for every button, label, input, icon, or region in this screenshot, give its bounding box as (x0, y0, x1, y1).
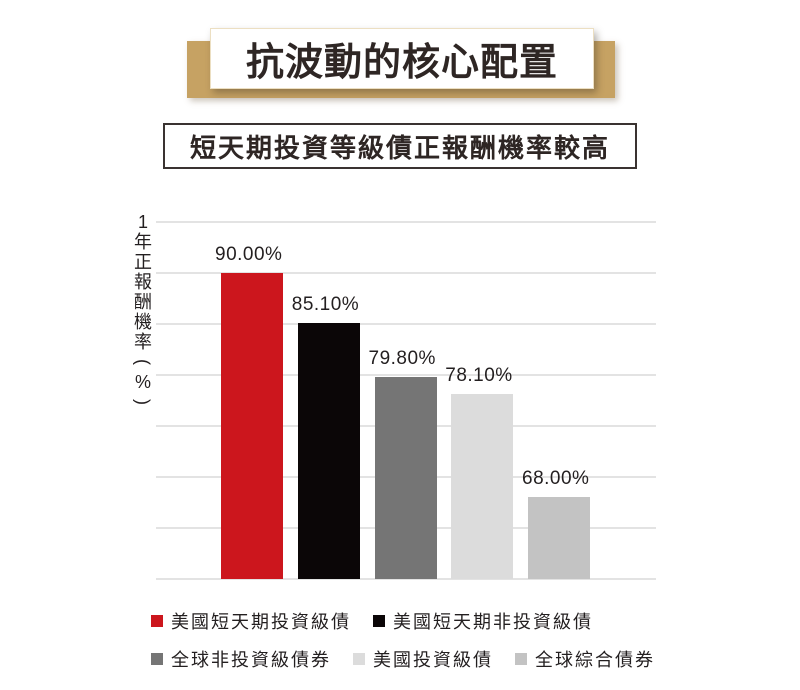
legend-label: 美國短天期非投資級債 (393, 612, 593, 632)
y-axis-title-char: % (134, 372, 151, 392)
y-axis-title: 1 年正報酬機率 (%) (128, 212, 158, 412)
legend-swatch (515, 653, 527, 665)
legend-swatch (151, 653, 163, 665)
y-axis-title-char: 酬 (134, 292, 152, 312)
legend-swatch (151, 615, 163, 627)
gridline (156, 272, 656, 274)
y-axis-title-char: 正 (134, 252, 152, 272)
legend-label: 美國短天期投資級債 (171, 612, 351, 632)
bar-美國短天期非投資級債 (297, 322, 360, 579)
bar-value-label: 79.80% (368, 348, 436, 370)
y-axis-title-char: 率 (134, 332, 152, 352)
legend-row: 美國短天期投資級債 美國短天期非投資級債 (151, 608, 655, 634)
legend-item: 全球非投資級債券 (151, 646, 331, 672)
y-axis-title-char: ) (133, 399, 153, 405)
gridline (156, 221, 656, 223)
chart-legend: 美國短天期投資級債 美國短天期非投資級債全球非投資級債券 美國投資級債 全球綜合債券 (151, 608, 655, 672)
legend-item: 全球綜合債券 (515, 646, 655, 672)
y-axis-title-char: 1 (137, 212, 148, 232)
gridline (156, 374, 656, 376)
legend-swatch (373, 615, 385, 627)
bar-value-label: 78.10% (445, 365, 513, 387)
legend-swatch (353, 653, 365, 665)
subtitle-box: 短天期投資等級債正報酬機率較高 (163, 123, 637, 169)
bar-全球非投資級債券 (374, 377, 437, 579)
page-title: 抗波動的核心配置 (245, 42, 558, 84)
bar-美國投資級債 (451, 394, 514, 579)
legend-item: 美國投資級債 (353, 646, 493, 672)
y-axis-title-char: 報 (134, 272, 152, 292)
bar-value-label: 85.10% (291, 293, 360, 315)
title-banner: 抗波動的核心配置 (210, 28, 594, 89)
chart-subtitle: 短天期投資等級債正報酬機率較高 (189, 132, 610, 163)
legend-row: 全球非投資級債券 美國投資級債 全球綜合債券 (151, 646, 655, 672)
gridline (156, 323, 656, 325)
bar-value-label: 90.00% (215, 244, 283, 265)
legend-label: 全球非投資級債券 (171, 650, 331, 670)
y-axis-title-char: 機 (134, 312, 152, 332)
bar-全球綜合債券 (528, 497, 590, 579)
bar-value-label: 68.00% (522, 468, 590, 490)
legend-label: 全球綜合債券 (535, 650, 655, 670)
legend-label: 美國投資級債 (373, 650, 493, 670)
y-axis-title-char: ( (133, 359, 153, 365)
bar-美國短天期投資級債 (221, 273, 283, 579)
gridline (156, 578, 656, 580)
legend-item: 美國短天期非投資級債 (373, 608, 593, 634)
y-axis-title-char: 年 (134, 232, 152, 252)
legend-item: 美國短天期投資級債 (151, 608, 351, 634)
